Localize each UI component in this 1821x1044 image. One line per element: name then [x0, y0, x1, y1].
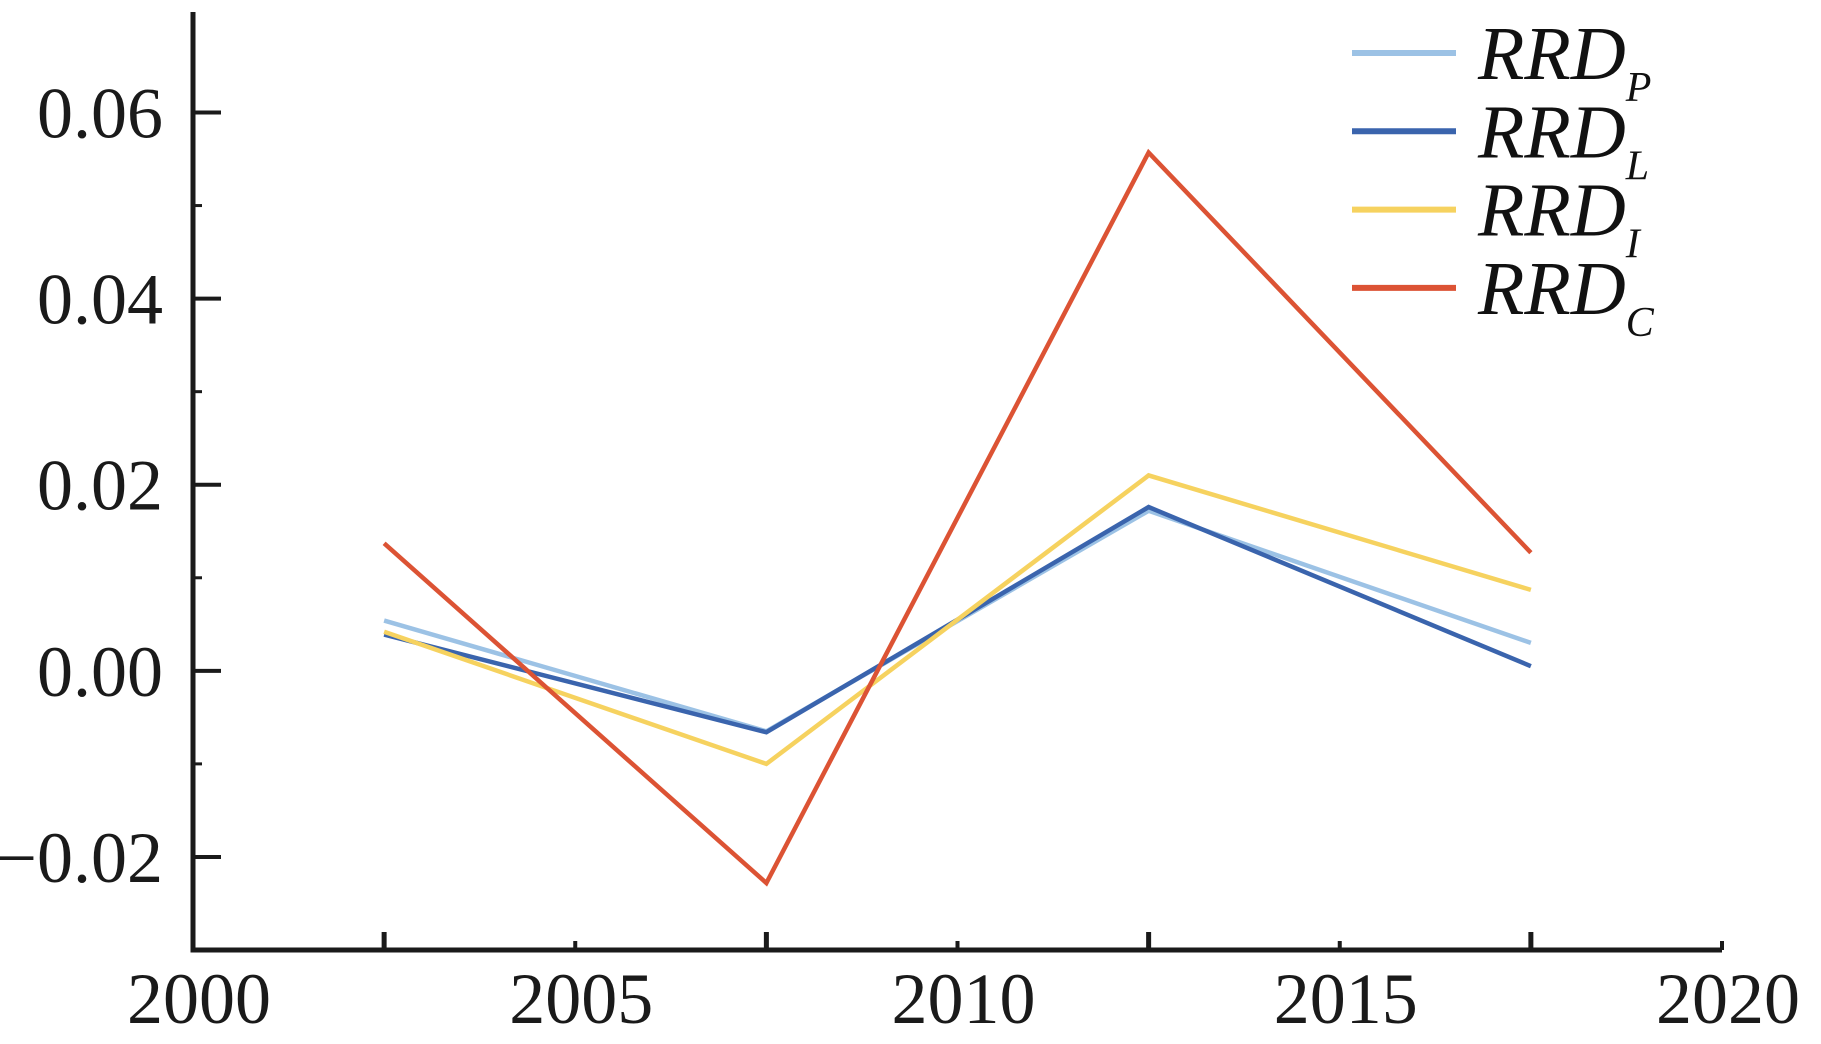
legend-label-RRD_I: RRDI: [1477, 169, 1642, 268]
x-tick-label: 2015: [1274, 959, 1418, 1039]
y-tick-label: −0.02: [0, 818, 163, 898]
series-line-RRD_I: [383, 472, 1532, 767]
y-tick-label: 0.04: [37, 260, 163, 340]
y-tick-label: 0.06: [37, 74, 163, 154]
y-tick-label: 0.02: [37, 446, 163, 526]
series-lines: [382, 148, 1533, 887]
axes: 0.06 0.04 0.02 0.00 −0.02 2000 2005 2010 2015 202…: [0, 12, 1800, 1039]
x-tick-label: 2005: [509, 959, 653, 1039]
y-tick-label: 0.00: [37, 632, 163, 712]
x-tick-label: 2020: [1656, 959, 1800, 1039]
legend-label-RRD_P: RRDP: [1477, 12, 1651, 111]
legend-label-RRD_C: RRDC: [1477, 247, 1655, 346]
x-tick-label: 2000: [127, 959, 271, 1039]
series-line-RRD_C: [382, 148, 1533, 887]
x-tick-label: 2010: [892, 959, 1036, 1039]
legend-label-RRD_L: RRDL: [1477, 90, 1649, 189]
